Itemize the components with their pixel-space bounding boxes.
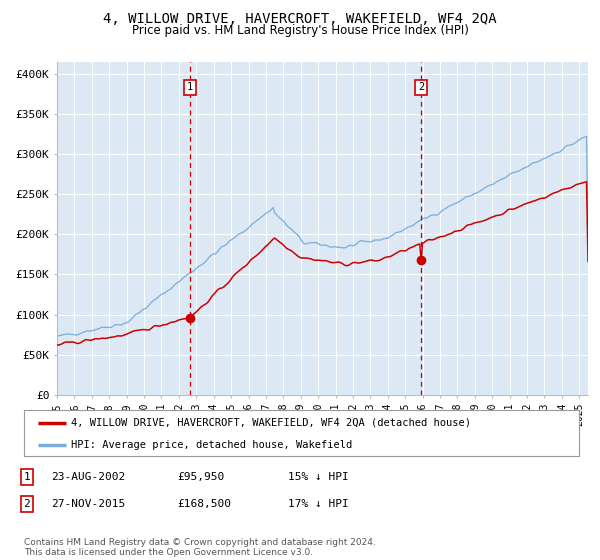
Text: 4, WILLOW DRIVE, HAVERCROFT, WAKEFIELD, WF4 2QA: 4, WILLOW DRIVE, HAVERCROFT, WAKEFIELD, … — [103, 12, 497, 26]
Text: 2: 2 — [418, 82, 424, 92]
Text: £95,950: £95,950 — [177, 472, 224, 482]
Text: 23-AUG-2002: 23-AUG-2002 — [51, 472, 125, 482]
Text: HPI: Average price, detached house, Wakefield: HPI: Average price, detached house, Wake… — [71, 440, 352, 450]
Text: 2: 2 — [23, 499, 31, 509]
Text: 15% ↓ HPI: 15% ↓ HPI — [288, 472, 349, 482]
Text: Price paid vs. HM Land Registry's House Price Index (HPI): Price paid vs. HM Land Registry's House … — [131, 24, 469, 36]
Text: £168,500: £168,500 — [177, 499, 231, 509]
Text: 4, WILLOW DRIVE, HAVERCROFT, WAKEFIELD, WF4 2QA (detached house): 4, WILLOW DRIVE, HAVERCROFT, WAKEFIELD, … — [71, 418, 471, 428]
Text: 17% ↓ HPI: 17% ↓ HPI — [288, 499, 349, 509]
Text: 1: 1 — [187, 82, 193, 92]
Text: 27-NOV-2015: 27-NOV-2015 — [51, 499, 125, 509]
Text: 1: 1 — [23, 472, 31, 482]
Text: Contains HM Land Registry data © Crown copyright and database right 2024.
This d: Contains HM Land Registry data © Crown c… — [24, 538, 376, 557]
